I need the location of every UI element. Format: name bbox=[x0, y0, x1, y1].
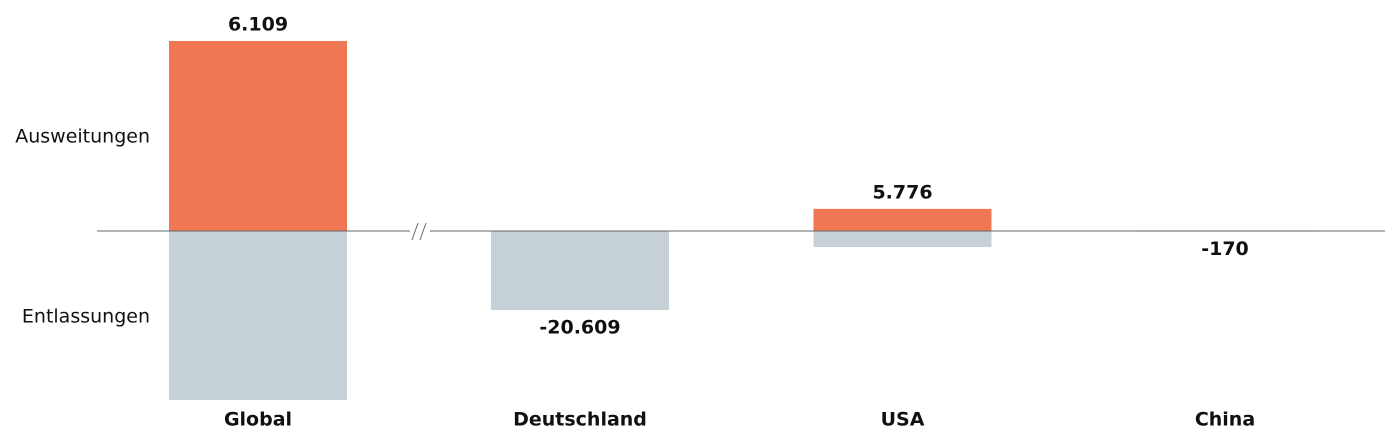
axis-break bbox=[410, 222, 430, 241]
x-tick-label: USA bbox=[881, 409, 925, 431]
data-label: -20.609 bbox=[539, 316, 620, 338]
series-label: Ausweitungen bbox=[15, 126, 150, 148]
series-label: Entlassungen bbox=[22, 306, 150, 328]
x-tick-label: Deutschland bbox=[513, 409, 647, 431]
bar bbox=[813, 230, 992, 247]
bar bbox=[813, 208, 992, 231]
bar bbox=[491, 230, 669, 310]
data-label: -170 bbox=[1201, 238, 1249, 260]
data-label: 5.776 bbox=[872, 181, 932, 203]
bar bbox=[169, 230, 347, 400]
x-tick-label: China bbox=[1195, 409, 1255, 431]
bar bbox=[169, 40, 347, 231]
x-tick-label: Global bbox=[224, 409, 292, 431]
data-label: 6.109 bbox=[228, 13, 288, 35]
